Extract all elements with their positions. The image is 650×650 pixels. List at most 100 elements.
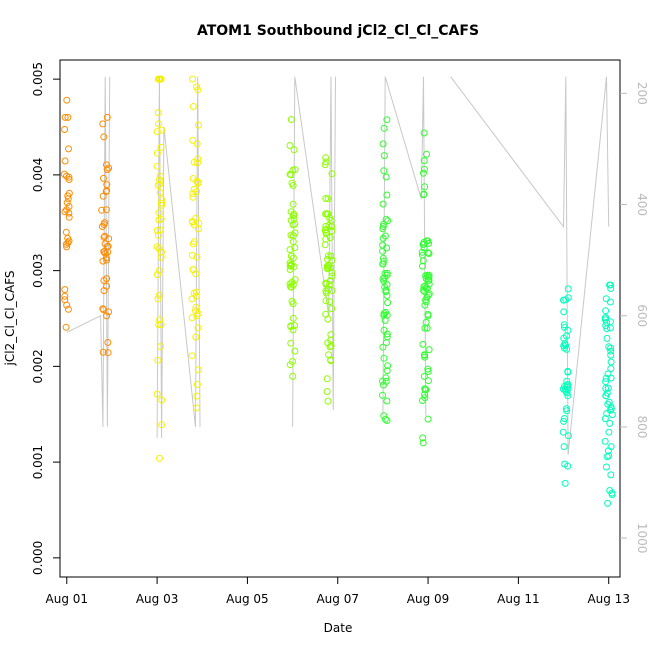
data-point [420, 240, 428, 248]
data-point [323, 210, 331, 218]
data-point [61, 113, 69, 121]
data-point [382, 374, 390, 382]
data-point [324, 397, 332, 405]
data-point [381, 316, 389, 324]
data-point [561, 479, 569, 487]
data-point [421, 183, 429, 191]
data-point [99, 348, 107, 356]
data-point [379, 391, 386, 399]
data-point [156, 180, 164, 188]
data-point [287, 339, 295, 347]
data-point [419, 439, 427, 447]
data-point [290, 210, 298, 218]
data-point [423, 324, 431, 332]
data-point [194, 159, 201, 167]
x-axis-label: Date [324, 621, 353, 635]
data-point [380, 412, 388, 420]
data-point [422, 296, 430, 304]
data-point [61, 292, 69, 300]
data-point [384, 299, 392, 307]
data-point [424, 368, 432, 375]
altitude-profiles [66, 76, 610, 455]
data-point [327, 331, 335, 339]
data-point [193, 404, 201, 412]
data-point [291, 244, 299, 252]
data-point [103, 187, 111, 195]
data-point [153, 271, 161, 279]
y-tick-label: 0.002 [31, 349, 45, 383]
data-point [564, 326, 572, 334]
data-point [384, 217, 392, 225]
data-point [289, 314, 297, 322]
data-point [289, 326, 297, 334]
altitude-profile-line [450, 76, 610, 455]
data-point [328, 269, 336, 277]
y-tick-label: 0.001 [31, 445, 45, 479]
data-point [560, 334, 568, 342]
data-point [383, 397, 391, 405]
data-point [192, 333, 200, 341]
data-point [289, 281, 297, 289]
data-point [193, 140, 201, 148]
data-point [291, 347, 299, 355]
data-point [322, 279, 330, 287]
data-point [158, 196, 166, 204]
data-point [326, 298, 334, 306]
x-tick-label: Aug 07 [316, 592, 359, 606]
data-point [380, 381, 387, 389]
data-point [421, 386, 429, 394]
data-point [380, 257, 388, 265]
data-point [190, 158, 198, 166]
data-point [420, 157, 428, 165]
data-point [65, 237, 73, 245]
data-point [602, 314, 610, 321]
data-point [607, 403, 615, 411]
data-point [155, 291, 163, 299]
data-point [419, 397, 426, 404]
data-point [156, 172, 164, 180]
data-point [290, 146, 298, 154]
data-point [425, 290, 433, 298]
data-point [61, 157, 69, 165]
data-point [605, 428, 613, 436]
data-point [564, 367, 572, 375]
data-point [100, 248, 108, 256]
data-point [153, 162, 161, 170]
data-point [155, 267, 163, 275]
data-point [286, 259, 294, 267]
data-point [604, 499, 612, 507]
data-point [286, 170, 294, 178]
data-point [383, 191, 391, 199]
data-point [157, 321, 165, 328]
data-point [564, 432, 572, 440]
data-point [601, 437, 609, 445]
data-point [103, 166, 111, 174]
data-point [193, 253, 201, 261]
data-point [104, 339, 112, 346]
data-point [323, 375, 331, 383]
data-point [420, 190, 428, 198]
data-point [379, 223, 387, 230]
data-point [63, 96, 71, 104]
data-point [606, 324, 614, 332]
data-point [61, 126, 69, 133]
data-point [381, 232, 389, 240]
data-point [560, 415, 568, 422]
data-point [195, 121, 202, 129]
data-point [286, 142, 294, 149]
data-point [104, 349, 112, 357]
data-point [422, 318, 430, 326]
data-point [189, 190, 197, 198]
data-point [605, 343, 613, 351]
data-point [101, 249, 109, 257]
data-point [286, 361, 294, 369]
data-point [194, 366, 202, 374]
data-point [420, 244, 428, 252]
data-point [424, 415, 432, 423]
data-point [425, 280, 433, 288]
data-point [607, 471, 615, 479]
data-point [379, 254, 387, 262]
x-tick-label: Aug 03 [136, 592, 179, 606]
data-point [100, 133, 108, 141]
data-point [421, 391, 429, 399]
